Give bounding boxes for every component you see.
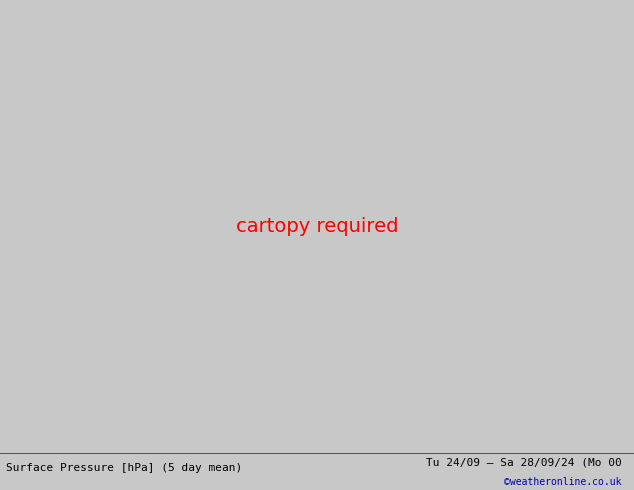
Text: ©weatheronline.co.uk: ©weatheronline.co.uk xyxy=(504,477,621,487)
Text: cartopy required: cartopy required xyxy=(236,217,398,236)
Text: Surface Pressure [hPa] (5 day mean): Surface Pressure [hPa] (5 day mean) xyxy=(6,463,243,473)
Text: Tu 24/09 – Sa 28/09/24 (Mo 00: Tu 24/09 – Sa 28/09/24 (Mo 00 xyxy=(425,458,621,467)
